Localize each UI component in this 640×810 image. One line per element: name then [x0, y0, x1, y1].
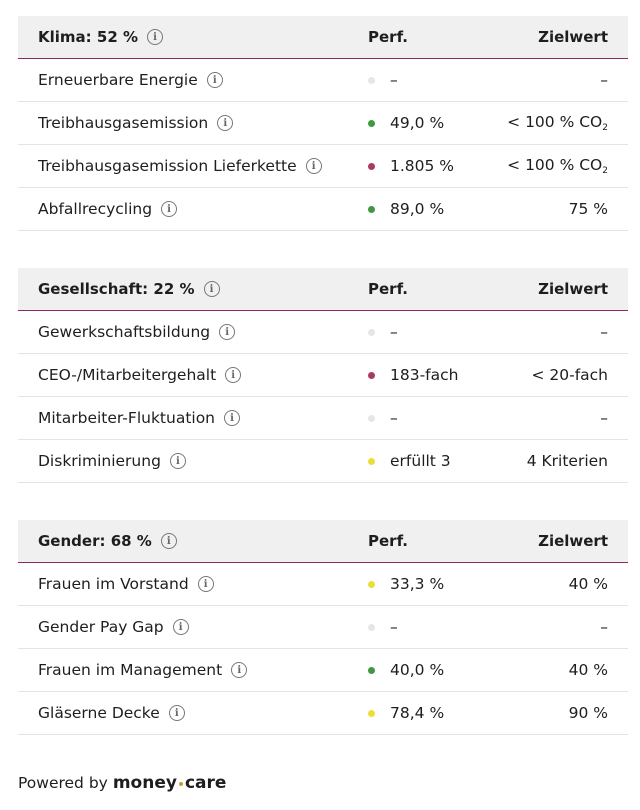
- goal-value: 4 Kriterien: [526, 452, 608, 470]
- perf-value: –: [390, 323, 398, 341]
- perf-value: 78,4 %: [390, 704, 445, 722]
- info-icon[interactable]: i: [206, 72, 223, 88]
- goal-value: –: [600, 618, 608, 636]
- perf-value: 40,0 %: [390, 661, 445, 679]
- info-icon[interactable]: i: [219, 324, 236, 340]
- section-klima: Klima: 52 % i Perf. Zielwert Erneuerbare …: [18, 16, 628, 231]
- status-dot-icon: [368, 371, 375, 379]
- row-label: Abfallrecycling: [38, 200, 153, 218]
- goal-value: < 100 % CO2: [507, 156, 608, 176]
- info-icon[interactable]: i: [217, 115, 234, 131]
- perf-value: 49,0 %: [390, 114, 445, 132]
- perf-value: 33,3 %: [390, 575, 445, 593]
- status-dot-icon: [368, 162, 375, 170]
- section-gender: Gender: 68 % i Perf. Zielwert Frauen im V…: [18, 520, 628, 735]
- perf-value: 89,0 %: [390, 200, 445, 218]
- status-dot-icon: [368, 709, 375, 717]
- table-row: Diskriminierung i erfüllt 3 4 Kriterien: [18, 440, 628, 483]
- info-icon[interactable]: i: [169, 453, 186, 469]
- status-dot-icon: [368, 414, 375, 422]
- table-row: Frauen im Management i 40,0 % 40 %: [18, 649, 628, 692]
- status-dot-icon: [368, 623, 375, 631]
- table-row: Erneuerbare Energie i – –: [18, 59, 628, 102]
- table-row: Frauen im Vorstand i 33,3 % 40 %: [18, 563, 628, 606]
- row-label: Diskriminierung: [38, 452, 161, 470]
- row-label: Frauen im Vorstand: [38, 575, 189, 593]
- info-icon[interactable]: i: [197, 576, 214, 592]
- section-title: Klima: 52 %: [38, 28, 139, 46]
- info-icon[interactable]: i: [231, 662, 248, 678]
- table-row: Gewerkschaftsbildung i – –: [18, 311, 628, 354]
- section-header: Klima: 52 % i Perf. Zielwert: [18, 16, 628, 59]
- row-label: Gewerkschaftsbildung: [38, 323, 211, 341]
- goal-value: –: [600, 409, 608, 427]
- info-icon[interactable]: i: [225, 367, 242, 383]
- info-icon[interactable]: i: [305, 158, 322, 174]
- table-row: Treibhausgasemission i 49,0 % < 100 % CO2: [18, 102, 628, 145]
- status-dot-icon: [368, 76, 375, 84]
- column-header-goal: Zielwert: [538, 28, 608, 46]
- perf-value: –: [390, 409, 398, 427]
- row-label: Treibhausgasemission: [38, 114, 209, 132]
- row-label: Gläserne Decke: [38, 704, 160, 722]
- table-row: Abfallrecycling i 89,0 % 75 %: [18, 188, 628, 231]
- section-title: Gender: 68 %: [38, 532, 152, 550]
- perf-value: erfüllt 3: [390, 452, 451, 470]
- info-icon[interactable]: i: [168, 705, 185, 721]
- table-row: Treibhausgasemission Lieferkette i 1.805 …: [18, 145, 628, 188]
- row-label: Mitarbeiter-Fluktuation: [38, 409, 216, 427]
- goal-value: –: [600, 71, 608, 89]
- goal-value: < 20-fach: [531, 366, 608, 384]
- column-header-perf: Perf.: [368, 532, 408, 550]
- info-icon[interactable]: i: [161, 201, 178, 217]
- info-icon[interactable]: i: [147, 29, 164, 45]
- status-dot-icon: [368, 119, 375, 127]
- column-header-perf: Perf.: [368, 280, 408, 298]
- status-dot-icon: [368, 205, 375, 213]
- powered-by-label: Powered by: [18, 774, 108, 792]
- row-label: Frauen im Management: [38, 661, 223, 679]
- section-title: Gesellschaft: 22 %: [38, 280, 195, 298]
- row-label: Treibhausgasemission Lieferkette: [38, 157, 297, 175]
- goal-value: 40 %: [568, 661, 608, 679]
- table-row: Gläserne Decke i 78,4 % 90 %: [18, 692, 628, 735]
- perf-value: –: [390, 618, 398, 636]
- moneycare-logo[interactable]: money care: [112, 773, 227, 793]
- row-label: CEO-/Mitarbeitergehalt: [38, 366, 217, 384]
- info-icon[interactable]: i: [160, 533, 177, 549]
- row-label: Gender Pay Gap: [38, 618, 164, 636]
- section-header: Gender: 68 % i Perf. Zielwert: [18, 520, 628, 563]
- perf-value: 1.805 %: [390, 157, 455, 175]
- status-dot-icon: [368, 328, 375, 336]
- goal-value: –: [600, 323, 608, 341]
- column-header-goal: Zielwert: [538, 280, 608, 298]
- row-label: Erneuerbare Energie: [38, 71, 198, 89]
- status-dot-icon: [368, 580, 375, 588]
- info-icon[interactable]: i: [224, 410, 241, 426]
- table-row: CEO-/Mitarbeitergehalt i 183-fach < 20-fa…: [18, 354, 628, 397]
- goal-value: 90 %: [568, 704, 608, 722]
- table-row: Gender Pay Gap i – –: [18, 606, 628, 649]
- column-header-perf: Perf.: [368, 28, 408, 46]
- goal-value: 40 %: [568, 575, 608, 593]
- column-header-goal: Zielwert: [538, 532, 608, 550]
- section-header: Gesellschaft: 22 % i Perf. Zielwert: [18, 268, 628, 311]
- goal-value: 75 %: [568, 200, 608, 218]
- powered-by-footer: Powered by money care: [18, 773, 226, 793]
- section-gesellschaft: Gesellschaft: 22 % i Perf. Zielwert Gewer…: [18, 268, 628, 483]
- table-row: Mitarbeiter-Fluktuation i – –: [18, 397, 628, 440]
- status-dot-icon: [368, 457, 375, 465]
- status-dot-icon: [368, 666, 375, 674]
- info-icon[interactable]: i: [172, 619, 189, 635]
- perf-value: –: [390, 71, 398, 89]
- perf-value: 183-fach: [390, 366, 459, 384]
- goal-value: < 100 % CO2: [507, 113, 608, 133]
- info-icon[interactable]: i: [203, 281, 220, 297]
